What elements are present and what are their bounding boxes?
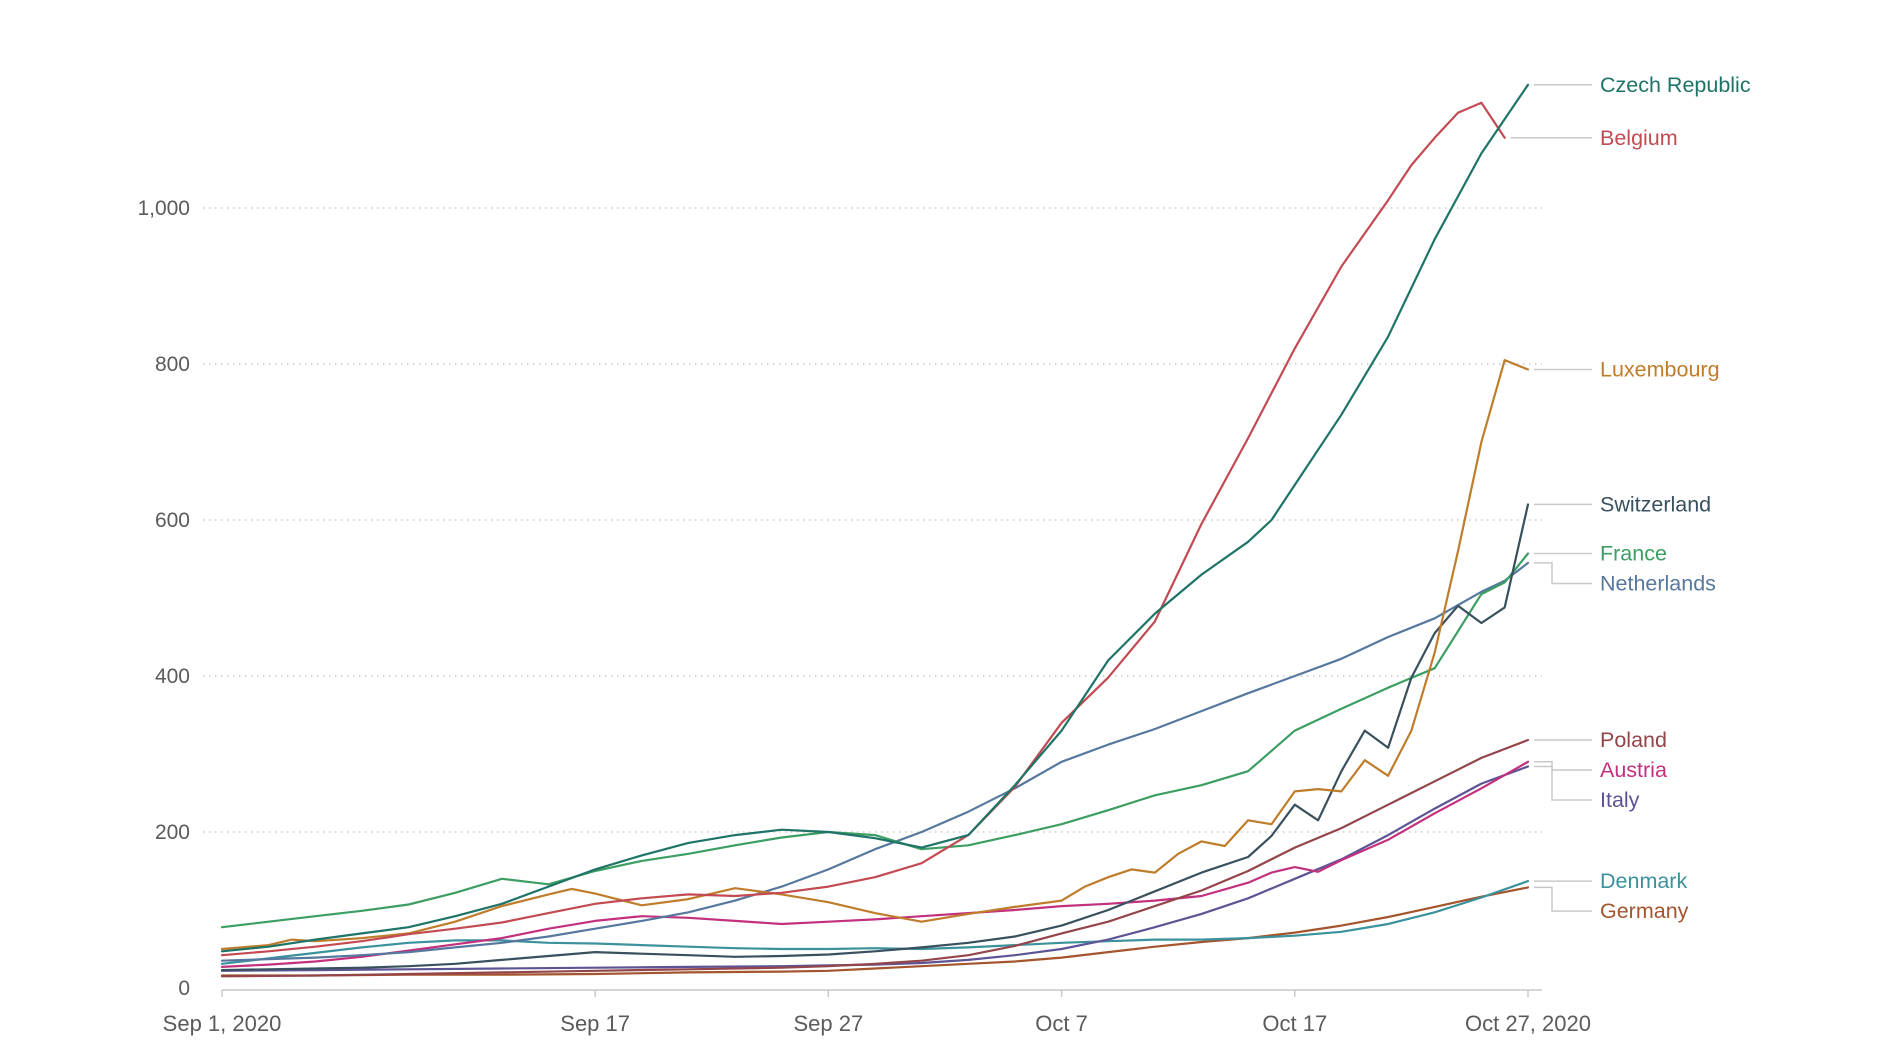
series-line-belgium [220, 101, 1506, 957]
y-tick-label-200: 200 [155, 821, 190, 844]
label-leader-italy [1534, 765, 1592, 801]
y-tick-label-800: 800 [155, 353, 190, 376]
series-label-denmark: Denmark [1600, 869, 1687, 893]
series-label-luxembourg: Luxembourg [1600, 357, 1720, 381]
x-tick-label-oct-17: Oct 17 [1262, 1011, 1327, 1036]
series-line-germany [220, 886, 1530, 977]
series-label-italy: Italy [1600, 788, 1640, 812]
series-line-switzerland [220, 503, 1530, 972]
series-line-poland [220, 738, 1530, 978]
x-tick-label-oct-7: Oct 7 [1035, 1011, 1088, 1036]
y-tick-label-400: 400 [155, 665, 190, 688]
series-line-austria [220, 760, 1530, 969]
x-tick-label-sep-27: Sep 27 [793, 1011, 863, 1036]
y-tick-label-0: 0 [178, 977, 190, 1000]
series-label-belgium: Belgium [1600, 126, 1678, 150]
series-label-switzerland: Switzerland [1600, 492, 1711, 516]
series-line-czech-republic [220, 83, 1530, 953]
series-line-luxembourg [220, 359, 1530, 951]
series-label-france: France [1600, 542, 1667, 566]
y-tick-label-1000: 1,000 [137, 197, 190, 220]
label-leader-netherlands [1534, 562, 1592, 585]
series-label-czech-republic: Czech Republic [1600, 73, 1751, 97]
series-line-france [220, 552, 1530, 929]
x-tick-label-oct-27-2020: Oct 27, 2020 [1465, 1011, 1591, 1036]
series-label-poland: Poland [1600, 728, 1667, 752]
series-line-italy [220, 765, 1530, 972]
series-label-germany: Germany [1600, 899, 1689, 923]
series-line-netherlands [220, 561, 1530, 962]
x-tick-label-sep-1-2020: Sep 1, 2020 [163, 1011, 282, 1036]
label-leader-germany [1534, 886, 1592, 912]
series-label-netherlands: Netherlands [1600, 572, 1716, 596]
x-tick-label-sep-17: Sep 17 [560, 1011, 630, 1036]
y-tick-label-600: 600 [155, 509, 190, 532]
series-label-austria: Austria [1600, 758, 1667, 782]
series-line-denmark [220, 879, 1530, 965]
